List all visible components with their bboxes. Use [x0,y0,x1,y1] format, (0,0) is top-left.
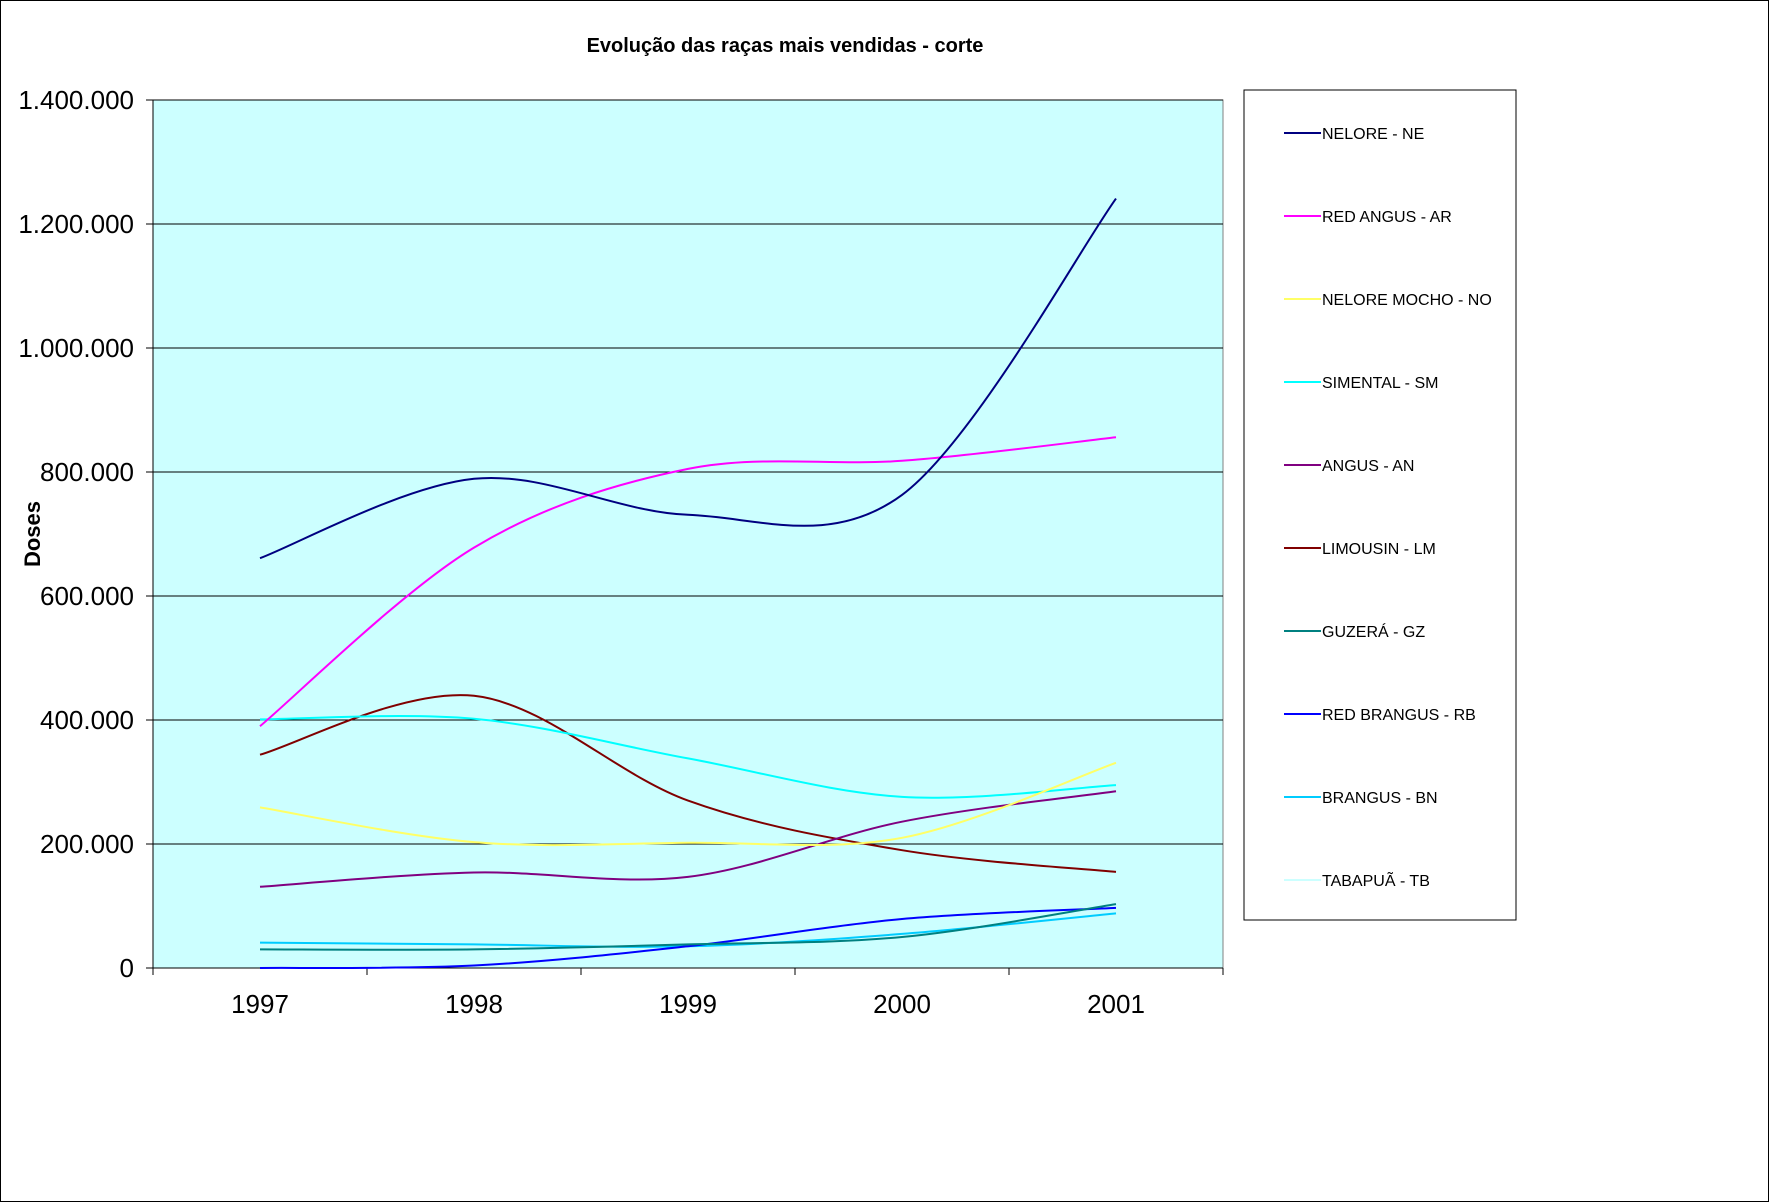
legend-entry-label: LIMOUSIN - LM [1322,541,1436,558]
y-tick-label: 800.000 [40,457,134,487]
plot-area: 0 200.000 400.000 600.000 800.000 1.000.000 1.… [18,85,1224,1019]
legend-entry-label: TABAPUÃ - TB [1322,870,1430,890]
y-axis-title: Doses [20,501,45,567]
series-line-nelore-mocho-no [259,761,1117,847]
legend-entry-label: NELORE MOCHO - NO [1322,292,1492,309]
series-line-angus-an [259,790,1117,888]
x-tick-label: 1997 [231,989,289,1019]
series-line-simental-sm [259,715,1117,799]
legend: NELORE - NE RED ANGUS - AR NELORE MOCHO - … [1243,89,1517,921]
y-tick-label: 1.200.000 [18,209,134,239]
plot-background [152,99,1224,969]
series-line-red-angus-ar [259,436,1117,727]
legend-entry-label: BRANGUS - BN [1322,790,1438,807]
series-line-guzera-gz [259,903,1117,951]
legend-entry-label: NELORE - NE [1322,126,1424,143]
legend-box [1243,89,1517,921]
legend-entry-label: GUZERÁ - GZ [1322,622,1425,641]
legend-entry-label: ANGUS - AN [1322,458,1414,475]
y-tick-label: 200.000 [40,829,134,859]
legend-entry-label: SIMENTAL - SM [1322,375,1438,392]
series-line-red-brangus-rb [259,906,1117,969]
chart-title: Evolução das raças mais vendidas - corte [587,35,984,57]
series-line-nelore-ne [259,198,1117,560]
legend-entry-label: RED BRANGUS - RB [1322,707,1476,724]
series-line-limousin-lm [259,694,1117,873]
legend-entry-label: RED ANGUS - AR [1322,209,1452,226]
x-tick-label: 1998 [445,989,503,1019]
x-tick-label: 1999 [659,989,717,1019]
y-tick-label: 400.000 [40,705,134,735]
y-tick-label: 1.400.000 [18,85,134,115]
y-tick-label: 600.000 [40,581,134,611]
x-tick-label: 2000 [873,989,931,1019]
y-tick-label: 1.000.000 [18,333,134,363]
x-tick-label: 2001 [1087,989,1145,1019]
y-tick-label: 0 [120,953,134,983]
